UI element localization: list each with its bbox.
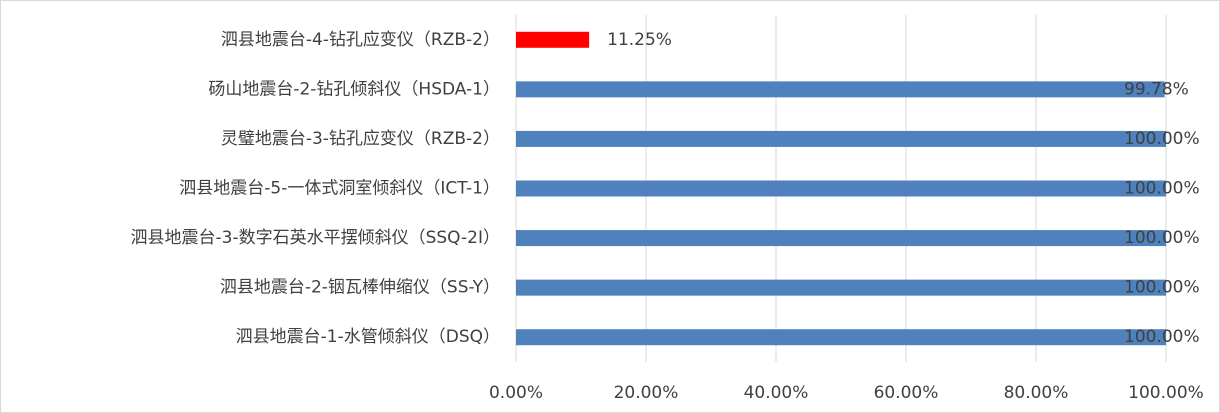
x-tick-label: 0.00% (489, 383, 543, 403)
data-label: 100.00% (1124, 228, 1200, 248)
category-label: 泗县地震台-5-一体式洞室倾斜仪（ICT-1） (179, 179, 500, 199)
bar (516, 279, 1166, 296)
category-label: 泗县地震台-1-水管倾斜仪（DSQ） (236, 327, 500, 347)
data-label: 99.78% (1124, 79, 1189, 99)
bar (516, 230, 1166, 247)
category-label: 泗县地震台-4-钻孔应变仪（RZB-2） (221, 30, 500, 50)
bar (516, 81, 1165, 98)
bar (516, 329, 1166, 346)
x-tick-label: 20.00% (614, 383, 679, 403)
bar (516, 130, 1166, 147)
data-label: 100.00% (1124, 179, 1200, 199)
data-label: 100.00% (1124, 278, 1200, 298)
category-label: 砀山地震台-2-钻孔倾斜仪（HSDA-1） (208, 79, 500, 99)
bar (516, 31, 590, 48)
x-tick-label: 40.00% (744, 383, 809, 403)
data-label: 100.00% (1124, 327, 1200, 347)
data-label: 100.00% (1124, 129, 1200, 149)
x-tick-label: 80.00% (1004, 383, 1069, 403)
x-tick-label: 100.00% (1128, 383, 1204, 403)
category-label: 泗县地震台-2-铟瓦棒伸缩仪（SS-Y） (220, 278, 500, 298)
x-tick-label: 60.00% (874, 383, 939, 403)
bar (516, 180, 1166, 197)
data-label: 11.25% (607, 30, 672, 50)
category-label: 灵璧地震台-3-钻孔应变仪（RZB-2） (221, 129, 500, 149)
category-label: 泗县地震台-3-数字石英水平摆倾斜仪（SSQ-2I） (131, 228, 500, 248)
